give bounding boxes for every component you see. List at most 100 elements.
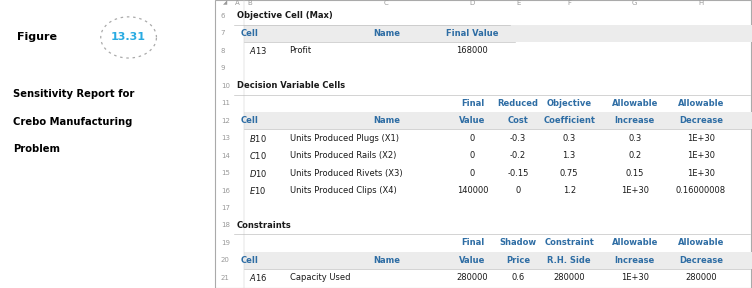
- Text: Units Produced Clips (X4): Units Produced Clips (X4): [290, 186, 396, 195]
- Text: Allowable: Allowable: [678, 99, 724, 108]
- Text: C: C: [384, 0, 389, 6]
- Text: Final: Final: [461, 99, 484, 108]
- Text: Figure: Figure: [17, 33, 57, 42]
- Text: 1E+30: 1E+30: [687, 168, 715, 178]
- Text: 280000: 280000: [553, 273, 585, 282]
- Text: Decrease: Decrease: [679, 256, 723, 265]
- Text: 280000: 280000: [685, 273, 717, 282]
- Text: 140000: 140000: [456, 186, 488, 195]
- Text: Increase: Increase: [614, 256, 655, 265]
- Text: R.H. Side: R.H. Side: [547, 256, 591, 265]
- Text: Objective Cell (Max): Objective Cell (Max): [237, 12, 332, 20]
- Text: 19: 19: [221, 240, 230, 246]
- Text: 0: 0: [470, 151, 475, 160]
- Text: 0: 0: [470, 134, 475, 143]
- Text: 12: 12: [221, 118, 229, 124]
- Text: 280000: 280000: [456, 273, 488, 282]
- Text: 9: 9: [221, 65, 226, 71]
- Text: $A$13: $A$13: [249, 45, 268, 56]
- Text: Allowable: Allowable: [611, 238, 658, 247]
- Text: Name: Name: [373, 116, 400, 125]
- Text: 1E+30: 1E+30: [687, 134, 715, 143]
- Text: G: G: [632, 0, 638, 6]
- Text: Cell: Cell: [241, 256, 258, 265]
- Text: 0.2: 0.2: [628, 151, 641, 160]
- Text: $D$10: $D$10: [249, 168, 268, 179]
- Text: Cost: Cost: [508, 116, 529, 125]
- FancyBboxPatch shape: [215, 0, 751, 288]
- Text: Price: Price: [506, 256, 530, 265]
- Text: Decrease: Decrease: [679, 116, 723, 125]
- Text: E: E: [516, 0, 520, 6]
- Text: $E$10: $E$10: [249, 185, 266, 196]
- Text: 1E+30: 1E+30: [621, 273, 649, 282]
- Text: $B$10: $B$10: [249, 133, 267, 144]
- Text: 0: 0: [515, 186, 520, 195]
- Text: Cell: Cell: [241, 29, 258, 38]
- Text: B: B: [247, 0, 252, 6]
- Text: 0.6: 0.6: [511, 273, 525, 282]
- Text: 17: 17: [221, 205, 230, 211]
- Text: $A$16: $A$16: [249, 272, 268, 283]
- Text: 1.3: 1.3: [562, 151, 576, 160]
- Text: 21: 21: [221, 275, 229, 281]
- Text: 20: 20: [221, 257, 229, 263]
- Text: Constraint: Constraint: [544, 238, 594, 247]
- Text: H: H: [699, 0, 704, 6]
- Text: Units Produced Plugs (X1): Units Produced Plugs (X1): [290, 134, 399, 143]
- Text: F: F: [567, 0, 572, 6]
- Text: A: A: [235, 0, 239, 6]
- Text: 13: 13: [221, 135, 230, 141]
- Text: Value: Value: [459, 256, 486, 265]
- Text: D: D: [470, 0, 475, 6]
- Text: 13.31: 13.31: [111, 33, 146, 42]
- Text: 14: 14: [221, 153, 229, 159]
- Text: -0.2: -0.2: [510, 151, 526, 160]
- Text: Final Value: Final Value: [446, 29, 499, 38]
- Text: 0.16000008: 0.16000008: [676, 186, 726, 195]
- Text: Increase: Increase: [614, 116, 655, 125]
- Text: Reduced: Reduced: [498, 99, 538, 108]
- Text: 18: 18: [221, 222, 230, 228]
- Text: 168000: 168000: [456, 46, 488, 55]
- Text: 1.2: 1.2: [562, 186, 576, 195]
- Text: Decision Variable Cells: Decision Variable Cells: [237, 81, 345, 90]
- Text: 0.3: 0.3: [628, 134, 641, 143]
- Text: Allowable: Allowable: [678, 238, 724, 247]
- Text: -0.15: -0.15: [508, 168, 529, 178]
- Text: -0.3: -0.3: [510, 134, 526, 143]
- Text: Allowable: Allowable: [611, 99, 658, 108]
- Text: Cell: Cell: [241, 116, 258, 125]
- Text: $C$10: $C$10: [249, 150, 267, 161]
- Text: 10: 10: [221, 83, 230, 89]
- Text: 16: 16: [221, 187, 230, 194]
- Text: 1E+30: 1E+30: [687, 151, 715, 160]
- Text: Name: Name: [373, 256, 400, 265]
- Text: Units Produced Rivets (X3): Units Produced Rivets (X3): [290, 168, 402, 178]
- FancyBboxPatch shape: [244, 25, 752, 42]
- FancyBboxPatch shape: [244, 252, 752, 269]
- Text: Problem: Problem: [13, 144, 60, 154]
- Text: Coefficient: Coefficient: [543, 116, 595, 125]
- Text: ◢: ◢: [223, 1, 227, 6]
- Text: Value: Value: [459, 116, 486, 125]
- Text: 15: 15: [221, 170, 229, 176]
- Text: 8: 8: [221, 48, 226, 54]
- Text: 11: 11: [221, 100, 230, 106]
- Text: 0.3: 0.3: [562, 134, 576, 143]
- Text: 0.75: 0.75: [560, 168, 578, 178]
- Text: Final: Final: [461, 238, 484, 247]
- FancyBboxPatch shape: [244, 112, 752, 129]
- Text: 0.15: 0.15: [626, 168, 644, 178]
- Text: Profit: Profit: [290, 46, 312, 55]
- Text: Crebo Manufacturing: Crebo Manufacturing: [13, 117, 132, 127]
- Text: Shadow: Shadow: [499, 238, 537, 247]
- Text: 1E+30: 1E+30: [621, 186, 649, 195]
- Text: 6: 6: [221, 13, 226, 19]
- Text: 0: 0: [470, 168, 475, 178]
- Text: Constraints: Constraints: [237, 221, 292, 230]
- Text: Sensitivity Report for: Sensitivity Report for: [13, 89, 135, 99]
- Text: Capacity Used: Capacity Used: [290, 273, 350, 282]
- Text: 7: 7: [221, 31, 226, 36]
- Text: Name: Name: [373, 29, 400, 38]
